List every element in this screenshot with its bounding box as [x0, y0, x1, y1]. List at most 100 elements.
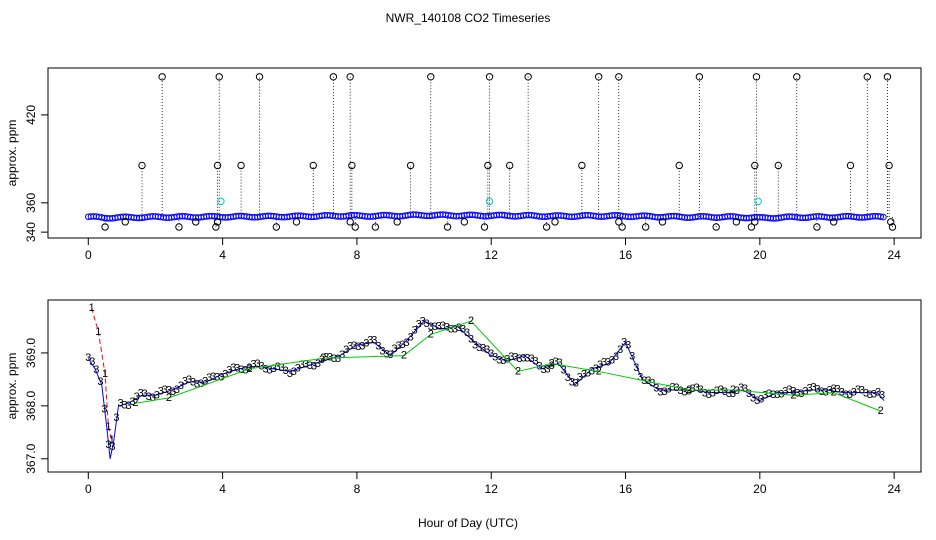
bottom-series-marker: 3	[673, 382, 679, 394]
bottom-series-marker: 3	[649, 377, 655, 389]
bottom-series-marker: 3	[105, 439, 111, 451]
bottom-series-marker: 3	[158, 386, 164, 398]
top-outlier-point	[213, 161, 222, 170]
bottom-plot-marks: 1111133333333333333333333333333333333333…	[85, 302, 885, 459]
top-panel: 0 4 8 12 16 20 24 340 360 420 approx. ppm	[5, 67, 922, 262]
bottom-series-line	[87, 320, 885, 459]
bottom-series-marker: 3	[295, 362, 301, 374]
top-outlier-point	[695, 73, 704, 81]
bottom-series-marker: 3	[581, 369, 587, 381]
top-y-axis-label: approx. ppm	[5, 120, 19, 187]
bottom-series-marker: 3	[371, 335, 377, 347]
bottom-series-marker: 3	[835, 383, 841, 395]
bottom-series-marker: 3	[762, 390, 768, 402]
top-outlier-point	[751, 161, 759, 170]
bottom-series-marker: 3	[250, 359, 256, 371]
bottom-series-marker: 3	[839, 386, 845, 398]
bottom-series-marker: 3	[516, 353, 522, 365]
top-outlier-point	[255, 73, 264, 81]
bottom-series-marker: 3	[508, 351, 514, 363]
bottom-series-marker: 3	[339, 349, 345, 361]
top-cyan-point	[754, 197, 762, 206]
bottom-series-marker: 3	[254, 358, 260, 370]
top-outlier-point	[237, 161, 245, 170]
bottom-series-marker: 3	[420, 315, 426, 327]
bottom-series-marker: 3	[569, 377, 575, 389]
bottom-series-marker: 3	[706, 389, 712, 401]
bottom-series-marker: 3	[85, 352, 91, 364]
top-outlier-point	[752, 73, 761, 81]
bottom-series-marker: 3	[867, 389, 873, 401]
bottom-series-marker: 3	[549, 360, 555, 372]
bottom-series-marker: 3	[436, 320, 442, 332]
top-outlier-point	[484, 161, 492, 170]
bottom-series-marker: 3	[831, 383, 837, 395]
top-outlier-point	[309, 161, 317, 170]
bottom-series-marker: 3	[347, 341, 353, 353]
bottom-series-marker: 3	[404, 337, 410, 349]
bottom-series-marker: 3	[375, 340, 381, 352]
bottom-series-marker: 3	[363, 338, 369, 350]
bottom-series-marker: 3	[440, 320, 446, 332]
bottom-series-marker: 3	[170, 386, 176, 398]
bottom-series-marker: 3	[359, 341, 365, 353]
bottom-series-marker: 3	[520, 353, 526, 365]
top-outlier-point	[846, 161, 855, 170]
bottom-series-marker: 3	[319, 354, 325, 366]
top-outlier-point	[594, 73, 603, 81]
bottom-series-marker: 3	[819, 386, 825, 398]
bottom-series-marker: 3	[714, 385, 720, 397]
bottom-series-marker: 3	[198, 378, 204, 390]
bottom-series-marker: 3	[798, 388, 804, 400]
top-outlier-point	[215, 73, 223, 81]
bottom-series-marker: 1	[95, 326, 101, 338]
top-outlier-point	[578, 161, 586, 170]
top-outlier-point	[138, 161, 146, 170]
bottom-series-marker: 3	[379, 346, 385, 358]
bottom-x-axis: 0 4 8 12 16 20 24	[85, 472, 901, 496]
bottom-series-marker: 3	[827, 385, 833, 397]
bottom-x-tick-label: 0	[85, 482, 92, 496]
top-outlier-point	[830, 218, 838, 226]
bottom-series-marker: 3	[202, 375, 208, 387]
bottom-series-marker: 3	[452, 323, 458, 335]
bottom-series-marker: 3	[186, 374, 192, 386]
bottom-x-tick-label: 4	[219, 482, 226, 496]
bottom-series-marker: 3	[512, 351, 518, 363]
top-outlier-point	[351, 223, 359, 231]
top-outlier-point	[371, 223, 380, 231]
bottom-series-marker: 3	[855, 384, 861, 396]
bottom-series-marker: 3	[863, 387, 869, 399]
bottom-series-marker: 3	[690, 383, 696, 395]
bottom-series-marker: 2	[790, 389, 796, 401]
bottom-series-marker: 3	[146, 391, 152, 403]
bottom-series-marker: 3	[500, 355, 506, 367]
bottom-series-marker: 3	[553, 356, 559, 368]
top-outlier-point	[192, 218, 200, 226]
top-plot-marks	[84, 73, 897, 231]
bottom-series-marker: 3	[786, 384, 792, 396]
top-baseline-point	[880, 213, 887, 221]
bottom-series-marker: 3	[625, 340, 631, 352]
bottom-series-marker: 2	[401, 350, 407, 362]
top-cyan-point	[485, 197, 494, 206]
top-y-tick-label: 340	[24, 222, 38, 242]
bottom-series-marker: 3	[573, 378, 579, 390]
top-outlier-point	[885, 161, 893, 170]
bottom-series-marker: 2	[132, 397, 138, 409]
bottom-series-marker: 3	[661, 386, 667, 398]
bottom-series-marker: 3	[843, 389, 849, 401]
top-baseline-point	[877, 213, 885, 220]
bottom-series-marker: 3	[323, 351, 329, 363]
bottom-series-marker: 3	[794, 387, 800, 399]
bottom-series-marker: 3	[263, 364, 269, 376]
top-cyan-point	[217, 197, 225, 206]
bottom-series-marker: 3	[847, 389, 853, 401]
bottom-series-marker: 3	[601, 356, 607, 368]
bottom-series-marker: 3	[351, 340, 357, 352]
top-outlier-point	[121, 218, 129, 226]
top-outlier-point	[524, 73, 532, 81]
bottom-series-marker: 3	[726, 388, 732, 400]
bottom-series-marker: 3	[492, 352, 498, 364]
bottom-series-marker: 3	[222, 369, 228, 381]
